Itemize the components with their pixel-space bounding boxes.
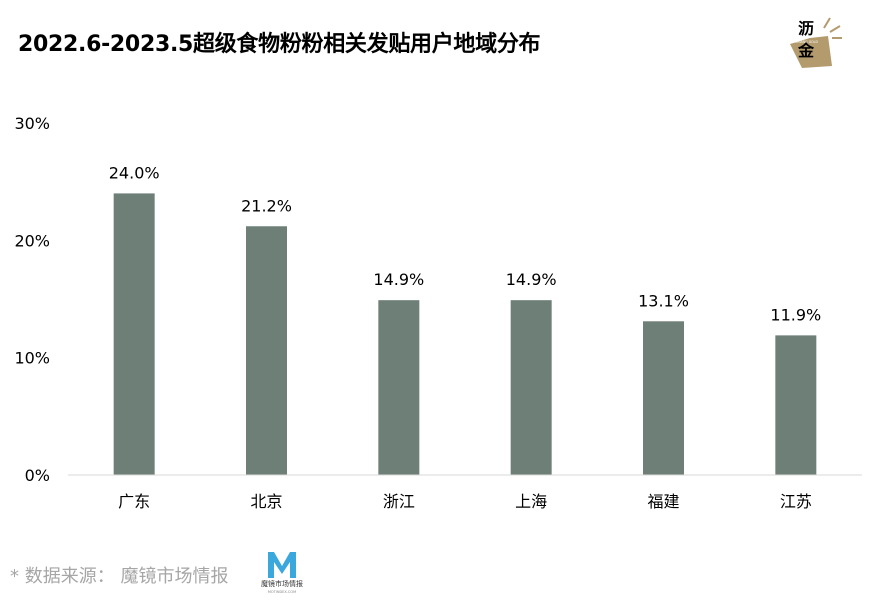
x-axis-labels: 广东 北京 浙江 上海 福建 江苏 — [118, 492, 812, 511]
bars — [113, 193, 817, 475]
x-tick-label: 福建 — [647, 492, 679, 511]
bar-value-label: 14.9% — [373, 270, 424, 289]
chart-title: 2022.6-2023.5超级食物粉粉相关发贴用户地域分布 — [18, 32, 541, 57]
y-tick-label: 0% — [25, 466, 50, 485]
x-tick-label: 江苏 — [780, 492, 812, 511]
bar — [643, 321, 684, 475]
x-tick-label: 广东 — [118, 492, 150, 511]
bar — [775, 335, 817, 475]
bar-value-label: 14.9% — [506, 270, 557, 289]
moojing-logo: 魔镜市场情报 MOTINDEX.COM — [254, 548, 310, 594]
y-axis-labels: 0% 10% 20% 30% — [14, 114, 50, 485]
brand-logo-tagline: YIMIANG GOLD — [794, 40, 818, 44]
y-tick-label: 10% — [14, 349, 50, 368]
brand-logo-line2: 金 — [797, 41, 815, 60]
bar — [246, 226, 287, 475]
value-labels: 24.0% 21.2% 14.9% 14.9% 13.1% 11.9% — [109, 163, 821, 324]
x-tick-label: 浙江 — [383, 492, 415, 511]
bar-value-label: 11.9% — [770, 305, 821, 324]
moojing-logo-text: 魔镜市场情报 — [261, 579, 303, 588]
brand-logo: 沥 金 YIMIANG GOLD — [784, 14, 844, 70]
bar-value-label: 24.0% — [109, 163, 160, 182]
y-tick-label: 30% — [14, 114, 50, 133]
bar — [113, 193, 155, 475]
moojing-logo-subtext: MOTINDEX.COM — [268, 590, 296, 594]
bar — [510, 300, 552, 475]
x-tick-label: 北京 — [250, 492, 282, 511]
bar-value-label: 21.2% — [241, 196, 292, 215]
bar-value-label: 13.1% — [638, 291, 689, 310]
bar — [378, 300, 420, 475]
source-note: * 数据来源： 魔镜市场情报 — [10, 566, 229, 587]
x-tick-label: 上海 — [515, 492, 547, 511]
y-tick-label: 20% — [14, 231, 50, 250]
brand-logo-line1: 沥 — [798, 19, 814, 38]
